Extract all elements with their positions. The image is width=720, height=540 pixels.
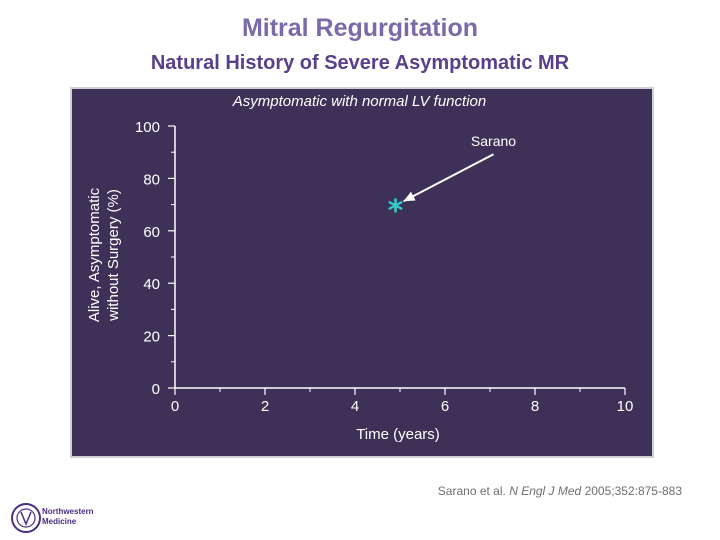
x-tick-label-10: 10 xyxy=(617,398,634,415)
x-tick-label-2: 2 xyxy=(261,398,269,415)
y-axis-label-line-1: Alive, Asymptomatic xyxy=(86,187,103,322)
citation-journal: N Engl J Med xyxy=(509,484,582,498)
citation-details: 2005;352:875-883 xyxy=(584,484,682,498)
y-tick-label-0: 0 xyxy=(152,381,160,398)
logo-line-2: Medicine xyxy=(42,517,77,526)
x-tick-label-8: 8 xyxy=(531,398,539,415)
slide-subtitle: Natural History of Severe Asymptomatic M… xyxy=(150,52,570,74)
y-tick-label-40: 40 xyxy=(143,276,160,293)
logo-line-1: Northwestern xyxy=(42,507,94,516)
y-tick-label-80: 80 xyxy=(143,171,160,188)
y-tick-label-60: 60 xyxy=(143,224,160,241)
x-tick-label-6: 6 xyxy=(441,398,449,415)
annotation-arrow-line-0 xyxy=(403,153,494,203)
slide-title: Mitral Regurgitation xyxy=(241,14,479,42)
y-tick-label-100: 100 xyxy=(135,119,160,136)
chart-panel xyxy=(72,89,652,456)
logo-text: Northwestern Medicine xyxy=(42,507,94,527)
y-axis-label-line-2: without Surgery (%) xyxy=(105,189,122,322)
annotation-arrow-head-0 xyxy=(403,191,416,202)
chart-title: Asymptomatic with normal LV function xyxy=(232,93,487,110)
northwestern-medicine-logo xyxy=(11,503,41,533)
x-tick-label-4: 4 xyxy=(351,398,359,415)
y-tick-label-20: 20 xyxy=(143,329,160,346)
data-point-0: * xyxy=(388,194,404,229)
x-tick-label-0: 0 xyxy=(171,398,179,415)
annotation-label-0: Sarano xyxy=(471,133,516,149)
citation: Sarano et al. N Engl J Med 2005;352:875-… xyxy=(438,484,682,498)
citation-authors: Sarano et al. xyxy=(437,484,506,498)
x-axis-label: Time (years) xyxy=(356,426,440,443)
